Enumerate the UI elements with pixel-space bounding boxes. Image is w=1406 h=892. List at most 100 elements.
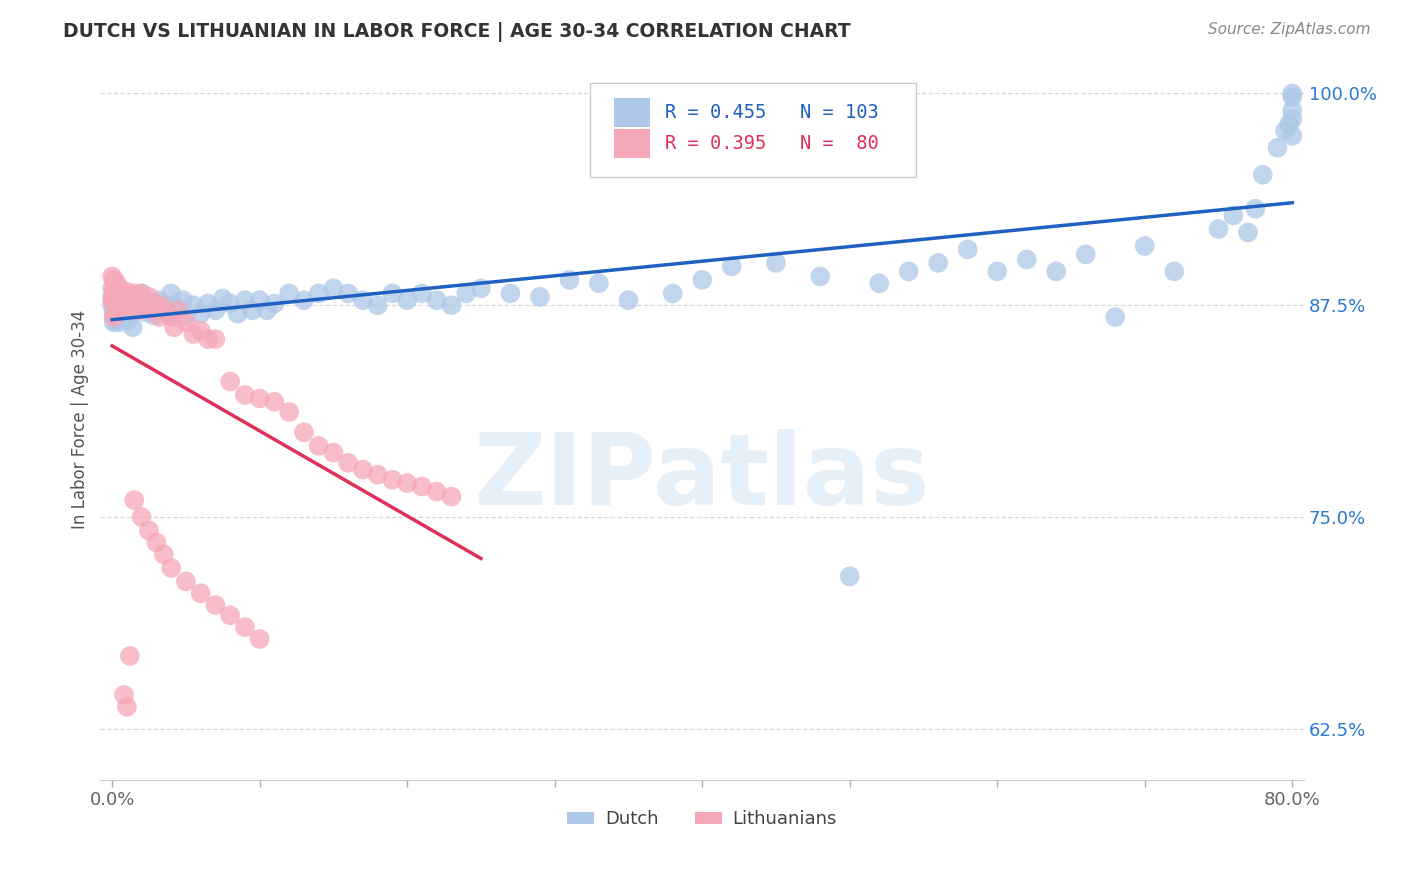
Point (120, 290, 142, 304)
Point (558, 273, 581, 287)
Point (956, 243, 979, 257)
Point (145, 535, 167, 549)
Point (263, 394, 285, 409)
Point (292, 293, 315, 308)
Point (1133, 239, 1156, 253)
Point (107, 296, 129, 310)
Point (174, 309, 197, 323)
Point (101, 281, 124, 295)
Point (110, 286, 132, 301)
Point (1237, 226, 1260, 240)
Point (499, 286, 522, 301)
Point (112, 688, 135, 702)
Point (125, 298, 148, 312)
Point (124, 293, 146, 308)
Point (112, 286, 135, 301)
Point (163, 298, 186, 312)
Point (381, 473, 404, 487)
Point (115, 699, 138, 714)
Point (219, 375, 242, 389)
Point (105, 298, 128, 312)
Point (104, 313, 127, 327)
Point (118, 303, 141, 318)
Point (1251, 168, 1274, 182)
Point (204, 303, 226, 318)
Point (661, 286, 683, 301)
Point (986, 264, 1008, 278)
Point (108, 296, 131, 310)
Point (278, 405, 301, 419)
Point (105, 290, 128, 304)
Point (808, 269, 831, 284)
Point (107, 298, 129, 312)
Point (138, 290, 160, 304)
Point (131, 286, 153, 301)
Bar (614, 98, 651, 127)
Point (145, 296, 167, 310)
Point (108, 315, 131, 329)
Text: Source: ZipAtlas.com: Source: ZipAtlas.com (1208, 22, 1371, 37)
Point (426, 293, 449, 308)
Point (138, 296, 160, 310)
Point (101, 298, 124, 312)
Point (352, 462, 374, 476)
Text: ZIPatlas: ZIPatlas (474, 429, 931, 525)
Point (322, 281, 344, 295)
Point (104, 303, 127, 318)
Point (134, 305, 156, 319)
Point (148, 310, 170, 325)
Point (219, 296, 242, 310)
Point (1281, 90, 1303, 104)
Point (1208, 222, 1230, 236)
Point (440, 298, 463, 312)
Point (1163, 264, 1185, 278)
Point (181, 326, 204, 341)
Point (152, 300, 174, 314)
Point (103, 273, 125, 287)
Point (1278, 117, 1301, 131)
Point (617, 293, 640, 308)
Point (118, 648, 141, 663)
Point (868, 277, 890, 291)
Point (181, 298, 204, 312)
Point (588, 277, 610, 291)
Point (226, 307, 249, 321)
Point (256, 303, 278, 318)
Point (263, 296, 285, 310)
Point (233, 388, 256, 402)
Point (111, 293, 134, 308)
Point (101, 269, 124, 284)
Point (470, 281, 492, 295)
Point (107, 286, 129, 301)
Point (104, 293, 127, 308)
Point (152, 298, 174, 312)
Point (765, 256, 787, 270)
Point (381, 286, 404, 301)
Point (204, 598, 226, 612)
Point (152, 547, 174, 561)
Point (1281, 103, 1303, 118)
Point (110, 298, 132, 312)
Point (103, 286, 125, 301)
Point (114, 292, 136, 306)
Point (131, 510, 153, 524)
Point (101, 293, 124, 308)
Point (117, 293, 139, 308)
Point (103, 307, 125, 321)
Point (411, 286, 433, 301)
Point (1244, 202, 1267, 216)
Point (142, 309, 165, 323)
Point (163, 320, 186, 334)
Point (396, 293, 419, 308)
Point (197, 332, 219, 346)
Point (112, 300, 135, 314)
Point (131, 286, 153, 301)
Point (124, 286, 146, 301)
Point (352, 293, 374, 308)
Point (1104, 310, 1126, 325)
Point (396, 476, 419, 491)
Point (190, 307, 212, 321)
Point (1281, 112, 1303, 126)
Point (124, 493, 146, 508)
Point (337, 286, 360, 301)
